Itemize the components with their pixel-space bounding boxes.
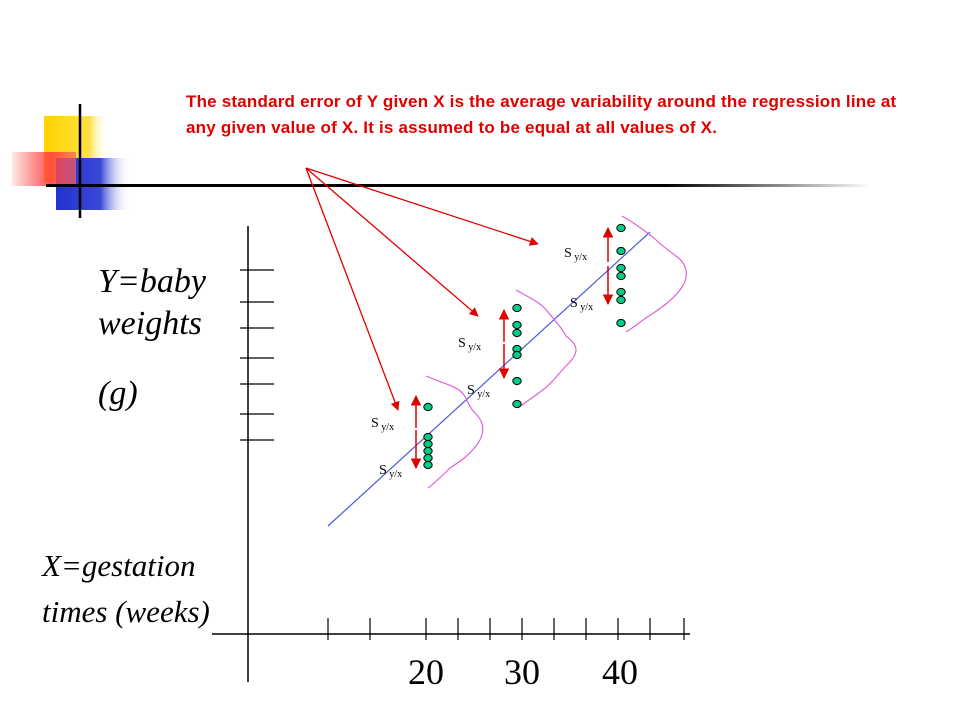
data-points <box>423 223 626 470</box>
x-tick-label-30: 30 <box>504 652 540 692</box>
sy-labels: S y/x S y/x S y/x S y/x S y/x S y/x <box>371 246 593 480</box>
x-tick-label-40: 40 <box>602 652 638 692</box>
sy-label: S y/x <box>371 416 394 433</box>
data-point <box>616 318 626 328</box>
bell-curve-40 <box>621 215 687 333</box>
sy-label: S y/x <box>458 336 481 353</box>
data-point <box>423 432 433 442</box>
data-point <box>512 376 522 386</box>
decorative-corner <box>12 104 872 218</box>
x-axis-ticks <box>327 618 685 640</box>
callout-arrows <box>305 167 539 411</box>
data-point <box>616 263 626 273</box>
x-axis-label-line2: times (weeks) <box>42 594 210 629</box>
title-rule <box>46 184 872 187</box>
sy-label: S y/x <box>570 296 593 313</box>
callout-arrow-20 <box>305 167 400 411</box>
y-axis-ticks <box>240 269 274 441</box>
data-point <box>512 320 522 330</box>
data-point <box>616 295 626 305</box>
axes <box>212 226 690 682</box>
caption-text: The standard error of Y given X is the a… <box>186 92 897 137</box>
callout-arrow-40 <box>305 167 539 246</box>
data-point <box>616 271 626 281</box>
data-point <box>512 303 522 313</box>
sy-arrows <box>410 226 614 470</box>
data-point <box>512 399 522 409</box>
data-point <box>423 439 433 449</box>
data-point <box>423 402 433 412</box>
x-tick-label-20: 20 <box>408 652 444 692</box>
data-point <box>512 328 522 338</box>
callout-arrow-30 <box>305 167 479 317</box>
decor-red-block <box>12 152 76 186</box>
regression-line <box>327 231 651 527</box>
sy-label: S y/x <box>564 246 587 263</box>
data-point <box>616 223 626 233</box>
bell-curve-20 <box>425 375 484 489</box>
bell-curves <box>425 215 687 489</box>
y-axis-label-line2: weights <box>98 305 202 342</box>
bell-curve-30 <box>515 289 577 409</box>
sy-label: S y/x <box>467 383 490 400</box>
x-axis-label-line1: X=gestation <box>42 548 196 583</box>
y-axis-label-line3: (g) <box>98 375 138 412</box>
data-point <box>423 453 433 463</box>
sy-label: S y/x <box>379 463 402 480</box>
y-axis-label-line1: Y=baby <box>98 263 206 300</box>
data-point <box>423 460 433 470</box>
data-point <box>512 350 522 360</box>
data-point <box>423 446 433 456</box>
data-point <box>616 246 626 256</box>
data-point <box>616 287 626 297</box>
